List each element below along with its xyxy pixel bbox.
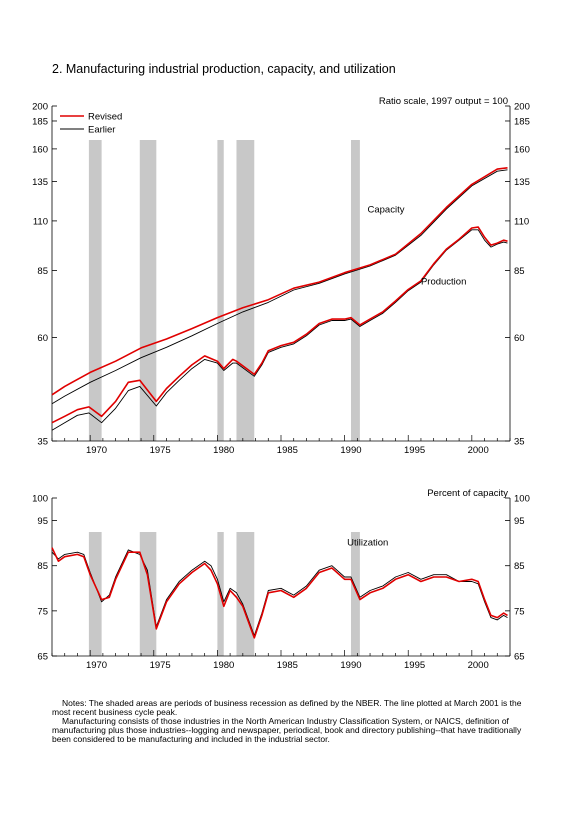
- y-tick-label-right: 100: [514, 494, 530, 505]
- y-tick-label-left: 85: [37, 266, 48, 277]
- x-tick-label: 1970: [86, 445, 107, 456]
- y-tick-label-right: 95: [514, 516, 525, 527]
- y-tick-label-left: 75: [37, 606, 48, 617]
- y-tick-label-right: 160: [514, 144, 530, 155]
- notes-paragraph-1: Notes: The shaded areas are periods of b…: [52, 698, 522, 717]
- x-tick-label: 2000: [468, 660, 489, 671]
- x-tick-label: 1975: [150, 660, 171, 671]
- x-tick-label: 1995: [404, 660, 425, 671]
- recession-band: [139, 532, 157, 656]
- annotation-utilization: Utilization: [347, 537, 388, 548]
- x-tick-label: 1990: [340, 660, 361, 671]
- x-tick-label: 1990: [340, 445, 361, 456]
- recession-band: [350, 140, 360, 441]
- earlier-utilization-line: [51, 549, 508, 637]
- y-tick-label-left: 60: [37, 333, 48, 344]
- y-tick-label-right: 75: [514, 606, 525, 617]
- earlier-production-line: [51, 229, 508, 431]
- y-tick-label-right: 135: [514, 177, 530, 188]
- y-tick-label-left: 85: [37, 561, 48, 572]
- y-tick-label-left: 200: [32, 102, 48, 113]
- recession-band: [350, 532, 360, 656]
- x-tick-label: 1970: [86, 660, 107, 671]
- x-tick-label: 1975: [150, 445, 171, 456]
- recession-band: [236, 532, 255, 656]
- y-tick-label-left: 160: [32, 144, 48, 155]
- recession-band: [139, 140, 157, 441]
- utilization-panel: 65 65 75 75 85 85 95 95 100 100 1970 1975 1980 1985 19…: [32, 488, 530, 671]
- x-tick-label: 1985: [277, 660, 298, 671]
- y-tick-label-right: 200: [514, 102, 530, 113]
- y-tick-label-left: 35: [37, 437, 48, 448]
- x-tick-label: 2000: [468, 445, 489, 456]
- legend-label-revised: Revised: [88, 112, 122, 123]
- y-tick-label-left: 135: [32, 177, 48, 188]
- legend: Revised Earlier: [60, 112, 122, 136]
- recession-band: [236, 140, 255, 441]
- recession-band: [217, 140, 224, 441]
- x-tick-label: 1980: [213, 660, 234, 671]
- y-tick-label-left: 185: [32, 116, 48, 127]
- y-tick-label-left: 110: [33, 216, 48, 227]
- y-tick-label-right: 185: [514, 116, 530, 127]
- x-tick-label: 1980: [213, 445, 234, 456]
- y-tick-label-left: 65: [37, 652, 48, 663]
- y-tick-label-right: 65: [514, 652, 525, 663]
- y-tick-label-left: 95: [37, 516, 48, 527]
- y-tick-label-right: 35: [514, 437, 525, 448]
- revised-utilization-line: [51, 547, 508, 639]
- earlier-capacity-line: [51, 169, 508, 405]
- x-tick-label: 1985: [277, 445, 298, 456]
- annotation-capacity: Capacity: [368, 204, 405, 215]
- legend-label-earlier: Earlier: [88, 125, 115, 136]
- notes-paragraph-2: Manufacturing consists of those industri…: [52, 716, 522, 744]
- notes: Notes: The shaded areas are periods of b…: [52, 699, 542, 744]
- x-tick-label: 1995: [404, 445, 425, 456]
- unit-label: Percent of capacity: [427, 488, 508, 499]
- y-tick-label-right: 85: [514, 561, 525, 572]
- recession-band: [88, 532, 102, 656]
- revised-production-line: [51, 226, 508, 424]
- recession-band: [88, 140, 102, 441]
- y-tick-label-left: 100: [32, 494, 48, 505]
- annotation-production: Production: [421, 277, 466, 288]
- capacity-production-panel: 35 35 60 60 85 85 110 110 135 135 160 160 185 185 200 2…: [32, 96, 530, 456]
- unit-label: Ratio scale, 1997 output = 100: [379, 96, 508, 107]
- y-tick-label-right: 110: [514, 216, 529, 227]
- y-tick-label-right: 85: [514, 266, 525, 277]
- revised-capacity-line: [51, 167, 508, 396]
- page-title: 2. Manufacturing industrial production, …: [52, 62, 396, 76]
- y-tick-label-right: 60: [514, 333, 525, 344]
